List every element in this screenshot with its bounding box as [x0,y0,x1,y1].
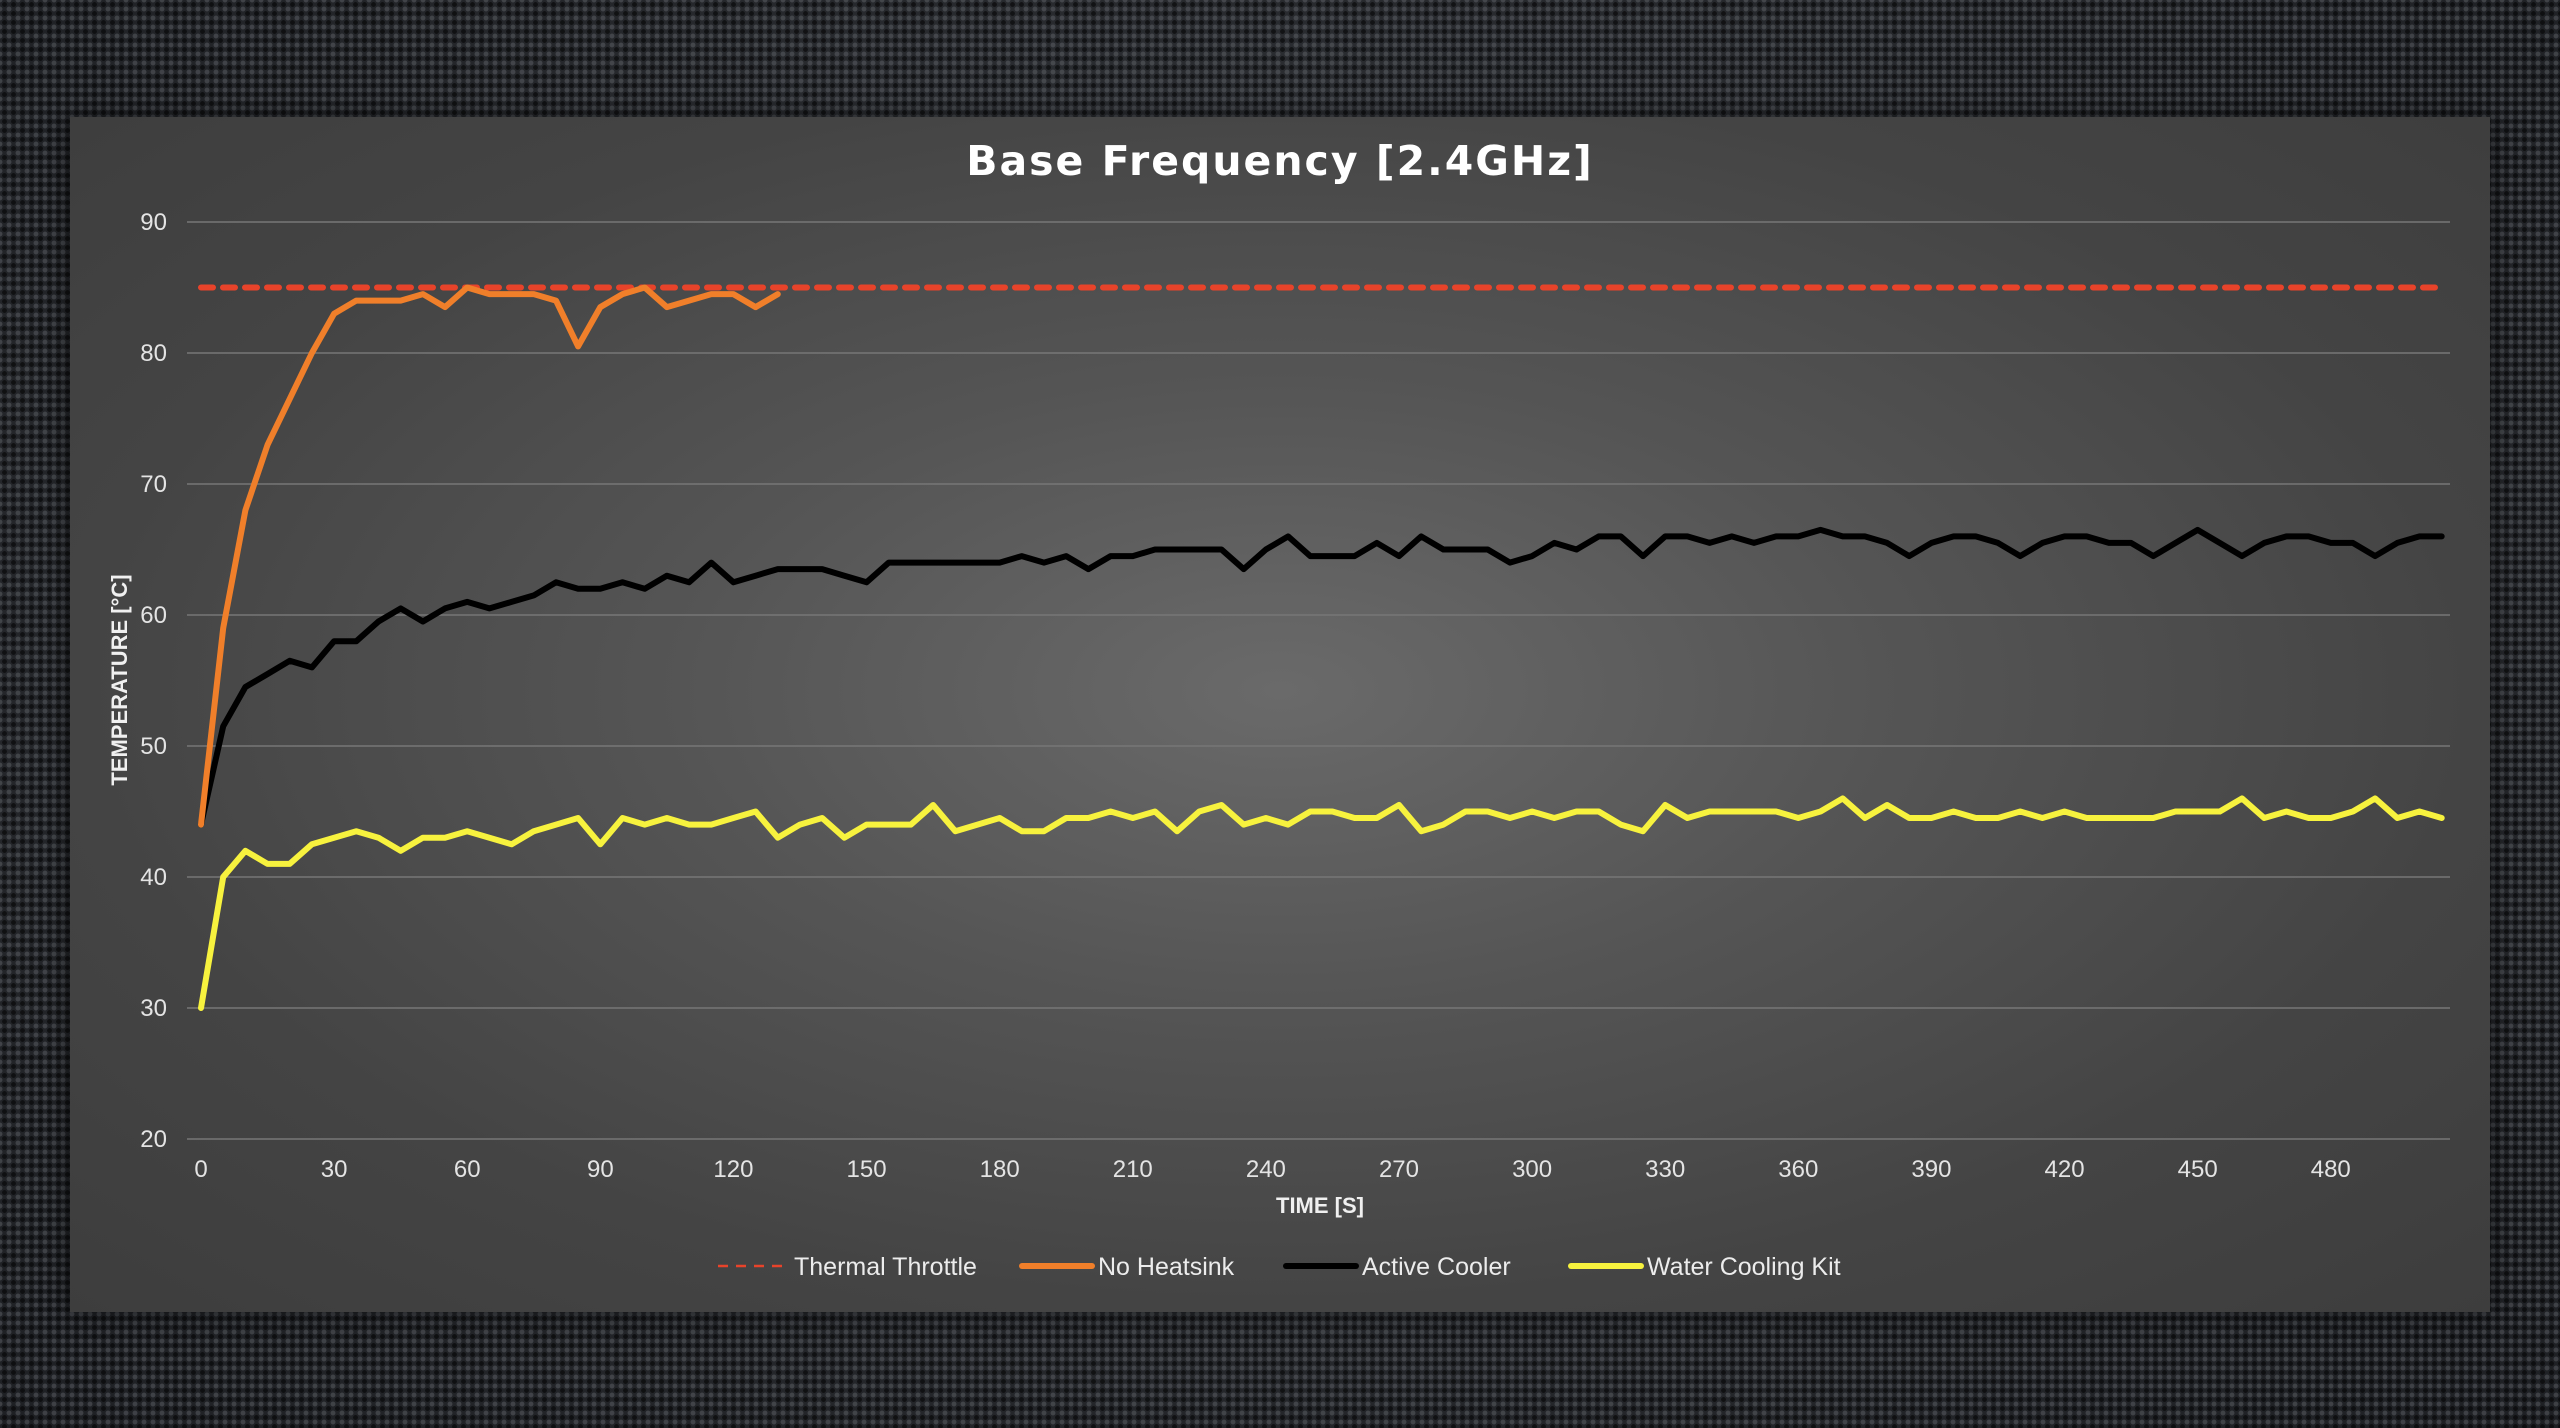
chart-panel: Base Frequency [2.4GHz] 20 30 40 50 60 70 80 90… [70,117,2490,1312]
y-tick-label: 90 [140,209,167,236]
y-tick-label: 70 [140,471,167,498]
series-layer [198,284,2445,1011]
y-tick-label: 80 [140,340,167,367]
legend-label: No Heatsink [1098,1253,1235,1281]
legend-label: Thermal Throttle [794,1253,977,1281]
x-tick-label: 210 [1113,1156,1153,1183]
legend-label: Active Cooler [1362,1253,1511,1281]
x-tick-label: 480 [2311,1156,2351,1183]
y-tick-label: 40 [140,864,167,891]
x-tick-label: 90 [587,1156,614,1183]
series-line-no-heatsink [198,284,781,828]
x-tick-label: 450 [2178,1156,2218,1183]
x-tick-label: 0 [194,1156,207,1183]
x-tick-label: 360 [1778,1156,1818,1183]
x-tick-label: 300 [1512,1156,1552,1183]
y-tick-label: 60 [140,602,167,629]
y-tick-label: 50 [140,733,167,760]
y-tick-label: 30 [140,995,167,1022]
x-tick-label: 120 [713,1156,753,1183]
x-tick-label: 420 [2045,1156,2085,1183]
x-tick-label: 30 [321,1156,348,1183]
legend-label: Water Cooling Kit [1647,1253,1841,1281]
x-tick-label: 240 [1246,1156,1286,1183]
x-axis-ticks: 0 30 60 90 120 150 180 210 240 270 300 330 360 390 420… [194,1156,2350,1183]
legend: Thermal Throttle No Heatsink Active Cooler… [718,1253,1841,1281]
x-tick-label: 330 [1645,1156,1685,1183]
x-axis-title: TIME [S] [1276,1193,1364,1218]
y-axis-title: TEMPERATURE [°C] [107,574,132,785]
y-tick-label: 20 [140,1126,167,1153]
grid-layer [187,221,2450,1140]
series-line-active-cooler [198,526,2445,828]
x-tick-label: 60 [454,1156,481,1183]
x-tick-label: 390 [1911,1156,1951,1183]
series-line-water-cooling-kit [198,795,2445,1011]
y-axis-ticks: 20 30 40 50 60 70 80 90 [140,209,167,1153]
x-tick-label: 180 [980,1156,1020,1183]
chart-svg: Base Frequency [2.4GHz] 20 30 40 50 60 70 80 90… [107,137,2450,1281]
x-tick-label: 150 [847,1156,887,1183]
x-tick-label: 270 [1379,1156,1419,1183]
chart-title: Base Frequency [2.4GHz] [966,137,1594,185]
